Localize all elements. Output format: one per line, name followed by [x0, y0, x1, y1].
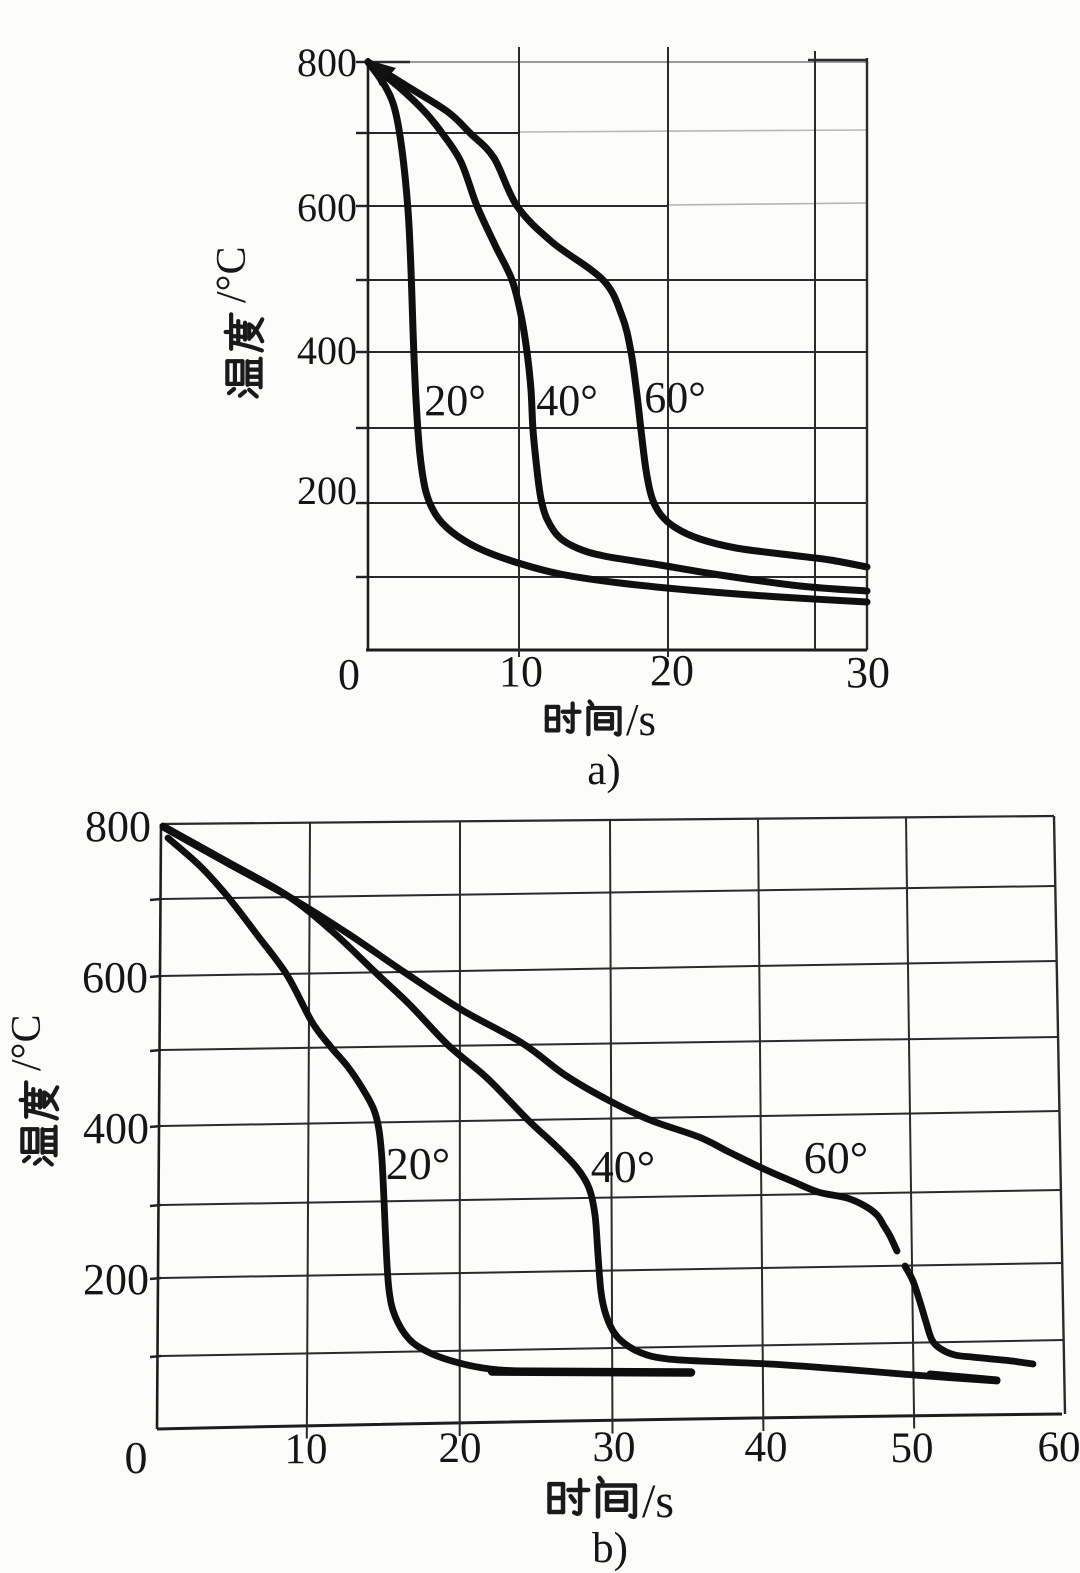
svg-text:/°C: /°C — [209, 247, 255, 303]
svg-text:400: 400 — [297, 328, 357, 373]
svg-text:40°: 40° — [591, 1141, 655, 1192]
svg-text:/°C: /°C — [4, 1015, 50, 1071]
svg-text:20°: 20° — [386, 1138, 450, 1189]
svg-text:40: 40 — [745, 1424, 788, 1471]
svg-text:10: 10 — [285, 1426, 328, 1473]
svg-text:600: 600 — [297, 185, 357, 230]
svg-text:/s: /s — [642, 1475, 674, 1528]
svg-text:200: 200 — [83, 1255, 149, 1304]
svg-text:30: 30 — [593, 1424, 636, 1471]
svg-text:20: 20 — [439, 1425, 482, 1472]
svg-text:40°: 40° — [536, 376, 598, 425]
svg-text:800: 800 — [297, 40, 357, 85]
svg-text:60°: 60° — [644, 373, 706, 422]
svg-text:400: 400 — [83, 1104, 149, 1153]
svg-text:800: 800 — [85, 802, 151, 851]
svg-text:a): a) — [587, 747, 620, 794]
svg-text:60: 60 — [1038, 1424, 1080, 1471]
svg-text:600: 600 — [82, 953, 148, 1002]
svg-text:50: 50 — [891, 1425, 934, 1472]
svg-text:200: 200 — [297, 468, 357, 513]
svg-text:60°: 60° — [804, 1132, 868, 1183]
svg-text:0: 0 — [125, 1432, 148, 1483]
svg-text:10: 10 — [499, 647, 543, 696]
svg-text:20°: 20° — [424, 376, 486, 425]
svg-text:0: 0 — [338, 650, 360, 699]
svg-text:20: 20 — [650, 646, 694, 695]
svg-text:/s: /s — [626, 695, 656, 745]
svg-text:30: 30 — [846, 648, 890, 697]
svg-text:b): b) — [592, 1525, 628, 1572]
